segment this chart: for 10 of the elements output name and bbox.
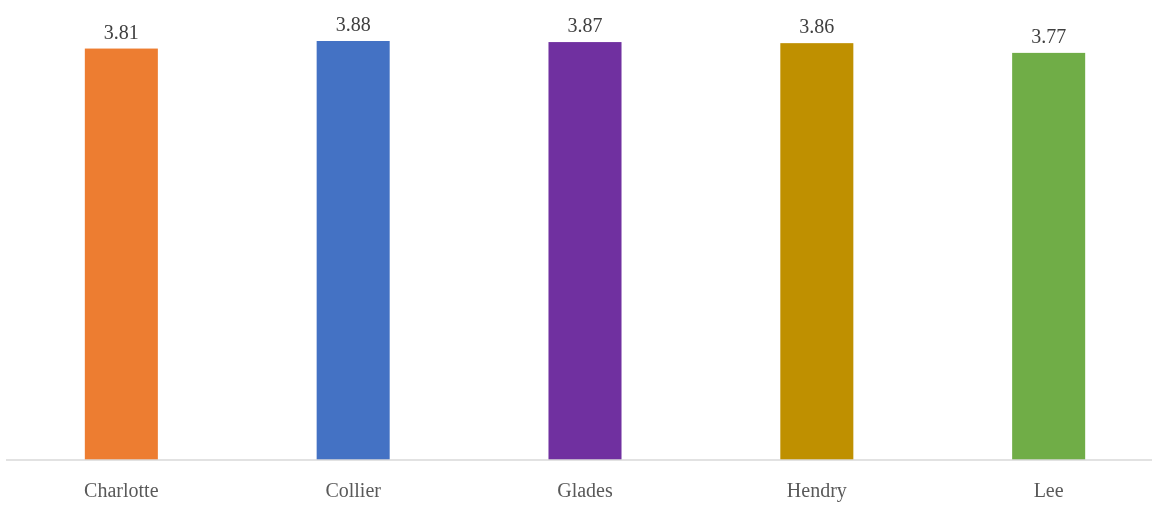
data-label: 3.86 (799, 15, 835, 38)
data-label: 3.88 (335, 13, 371, 35)
data-label: 3.77 (1031, 24, 1067, 47)
data-label: 3.81 (103, 20, 139, 43)
x-tick-label: Hendry (786, 479, 847, 502)
x-tick-label: Lee (1033, 479, 1064, 501)
x-tick-label: Charlotte (84, 479, 159, 501)
data-label: 3.87 (567, 14, 603, 37)
x-tick-label: Collier (325, 479, 382, 501)
x-tick-label: Glades (557, 479, 613, 501)
